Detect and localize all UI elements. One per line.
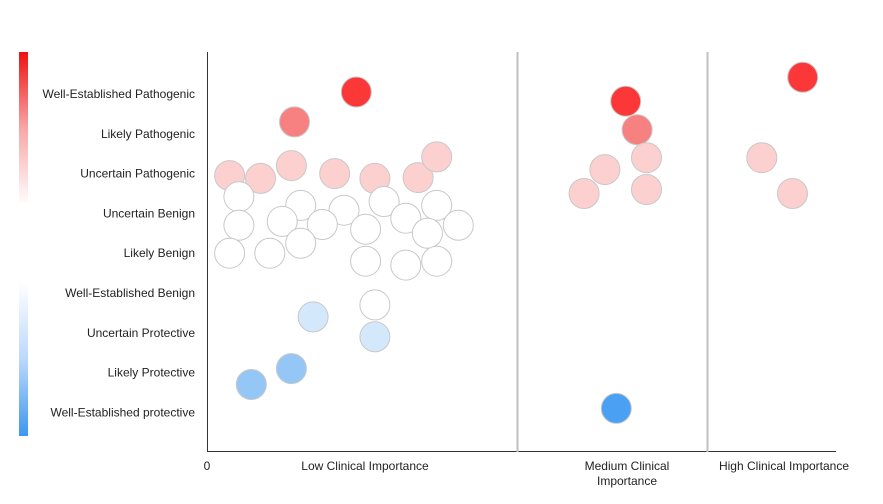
data-point[interactable] — [359, 321, 391, 353]
data-point[interactable] — [402, 162, 434, 194]
y-category-label: Well-Established Benign — [65, 286, 195, 300]
data-point[interactable] — [631, 174, 662, 205]
x-group-label: High Clinical Importance — [719, 459, 849, 473]
data-point[interactable] — [319, 158, 351, 190]
data-point[interactable] — [421, 245, 453, 277]
y-category-label: Well-Established Pathogenic — [42, 87, 195, 101]
data-point[interactable] — [746, 142, 778, 174]
x-group-labels: Low Clinical Importance Medium Clinical Im… — [301, 459, 849, 488]
color-scale-bar — [19, 52, 28, 436]
data-point[interactable] — [245, 162, 276, 194]
data-point[interactable] — [279, 106, 310, 138]
data-point[interactable] — [235, 369, 267, 400]
x-group-label: Low Clinical Importance — [301, 459, 429, 473]
data-point[interactable] — [421, 189, 453, 221]
data-point[interactable] — [442, 209, 474, 241]
data-point[interactable] — [787, 61, 819, 93]
data-point[interactable] — [350, 213, 382, 245]
data-point[interactable] — [390, 249, 422, 281]
data-points — [214, 61, 819, 424]
data-point[interactable] — [254, 237, 286, 269]
data-point[interactable] — [297, 301, 329, 333]
data-point[interactable] — [328, 194, 360, 226]
data-point[interactable] — [411, 217, 443, 249]
y-category-label: Uncertain Benign — [103, 206, 195, 220]
data-point[interactable] — [275, 150, 307, 182]
data-point[interactable] — [610, 85, 642, 117]
y-category-label: Likely Pathogenic — [101, 127, 195, 141]
y-category-label: Likely Benign — [124, 246, 195, 260]
y-category-label: Uncertain Protective — [87, 326, 195, 340]
data-point[interactable] — [568, 178, 600, 209]
y-category-label: Uncertain Pathogenic — [80, 167, 195, 181]
x-group-label: Medium Clinical Importance — [585, 459, 670, 488]
data-point[interactable] — [390, 202, 422, 234]
data-point[interactable] — [223, 181, 255, 213]
data-point[interactable] — [214, 237, 246, 269]
data-point[interactable] — [368, 186, 400, 217]
data-point[interactable] — [306, 209, 338, 240]
data-point[interactable] — [266, 205, 298, 237]
x-origin-label: 0 — [204, 459, 211, 473]
data-point[interactable] — [777, 178, 808, 209]
data-point[interactable] — [589, 154, 621, 186]
data-point[interactable] — [621, 114, 653, 146]
data-point[interactable] — [223, 209, 255, 241]
data-point[interactable] — [350, 245, 382, 277]
data-point[interactable] — [421, 141, 453, 173]
data-point[interactable] — [340, 76, 372, 108]
y-category-label: Likely Protective — [108, 366, 196, 380]
data-point[interactable] — [359, 289, 391, 321]
data-point[interactable] — [631, 142, 662, 174]
y-category-label: Well-Established protective — [50, 405, 195, 419]
data-point[interactable] — [275, 353, 307, 385]
data-point[interactable] — [600, 392, 632, 424]
y-category-labels: Well-Established Pathogenic Likely Pathog… — [42, 87, 195, 419]
data-point[interactable] — [285, 227, 317, 259]
axes — [207, 52, 836, 452]
